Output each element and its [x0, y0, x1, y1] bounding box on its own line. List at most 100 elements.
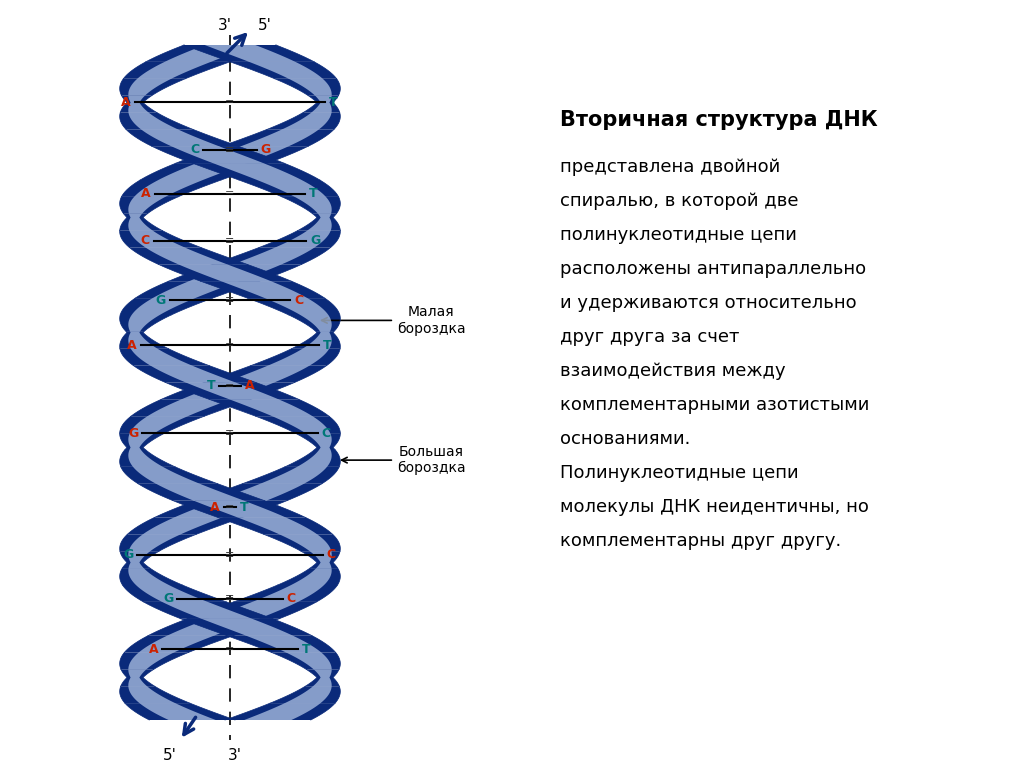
- Polygon shape: [295, 433, 340, 450]
- Polygon shape: [120, 349, 209, 366]
- Text: расположены антипараллельно: расположены антипараллельно: [560, 260, 866, 278]
- Polygon shape: [196, 484, 322, 501]
- Polygon shape: [249, 62, 323, 79]
- Polygon shape: [303, 96, 340, 113]
- Polygon shape: [120, 197, 178, 214]
- Polygon shape: [128, 79, 171, 96]
- Polygon shape: [229, 400, 312, 416]
- Polygon shape: [128, 450, 163, 467]
- Polygon shape: [265, 298, 329, 315]
- Polygon shape: [131, 349, 193, 366]
- Polygon shape: [128, 332, 158, 349]
- Polygon shape: [201, 281, 325, 298]
- Text: взаимодействия между: взаимодействия между: [560, 362, 785, 380]
- Polygon shape: [267, 113, 340, 130]
- Polygon shape: [155, 501, 287, 518]
- Polygon shape: [129, 231, 184, 248]
- Text: 5': 5': [163, 748, 177, 763]
- Polygon shape: [148, 619, 280, 636]
- Text: Малая
бороздка: Малая бороздка: [322, 305, 466, 335]
- Polygon shape: [243, 467, 339, 484]
- Polygon shape: [162, 602, 252, 619]
- Text: G: G: [310, 234, 321, 247]
- Polygon shape: [310, 551, 332, 568]
- Polygon shape: [132, 298, 196, 315]
- Polygon shape: [120, 416, 204, 433]
- Polygon shape: [230, 62, 337, 79]
- Polygon shape: [246, 636, 322, 653]
- Text: Большая
бороздка: Большая бороздка: [342, 445, 466, 476]
- Polygon shape: [147, 400, 230, 416]
- Polygon shape: [142, 518, 222, 535]
- Polygon shape: [239, 180, 339, 197]
- Polygon shape: [181, 383, 274, 400]
- Polygon shape: [204, 366, 327, 383]
- Polygon shape: [120, 332, 169, 349]
- Text: A: A: [148, 643, 158, 656]
- Polygon shape: [301, 551, 340, 568]
- Polygon shape: [289, 79, 332, 96]
- Polygon shape: [226, 636, 336, 653]
- Polygon shape: [129, 535, 180, 551]
- Text: G: G: [163, 592, 173, 605]
- Polygon shape: [174, 501, 266, 518]
- Text: ≡: ≡: [225, 594, 234, 604]
- Polygon shape: [127, 518, 242, 535]
- Polygon shape: [305, 670, 339, 686]
- Polygon shape: [128, 96, 148, 113]
- Polygon shape: [283, 113, 332, 130]
- Polygon shape: [168, 265, 302, 281]
- Text: G: G: [260, 143, 270, 156]
- Polygon shape: [120, 298, 213, 315]
- Polygon shape: [264, 535, 340, 551]
- Text: =: =: [225, 502, 234, 512]
- Polygon shape: [136, 585, 208, 602]
- Text: C: C: [140, 234, 150, 247]
- Text: друг друга за счет: друг друга за счет: [560, 328, 739, 346]
- Polygon shape: [224, 366, 309, 383]
- Polygon shape: [205, 45, 295, 62]
- Polygon shape: [130, 416, 187, 433]
- Polygon shape: [128, 433, 155, 450]
- Text: ≡: ≡: [225, 145, 234, 155]
- Polygon shape: [133, 366, 256, 383]
- Polygon shape: [272, 416, 330, 433]
- Polygon shape: [300, 315, 332, 332]
- Polygon shape: [248, 298, 340, 315]
- Polygon shape: [289, 315, 340, 332]
- Polygon shape: [305, 433, 332, 450]
- Text: A: A: [141, 187, 151, 200]
- Polygon shape: [271, 653, 340, 670]
- Polygon shape: [252, 585, 324, 602]
- Polygon shape: [159, 265, 292, 281]
- Polygon shape: [138, 484, 264, 501]
- Text: ≡: ≡: [225, 550, 234, 560]
- Polygon shape: [120, 79, 185, 96]
- Polygon shape: [145, 248, 227, 265]
- Text: T: T: [241, 501, 249, 514]
- Polygon shape: [120, 568, 182, 585]
- Polygon shape: [241, 130, 318, 146]
- Text: A: A: [127, 339, 137, 352]
- Polygon shape: [129, 248, 247, 265]
- Polygon shape: [128, 113, 178, 130]
- Text: T: T: [207, 380, 215, 393]
- Polygon shape: [120, 450, 175, 467]
- Polygon shape: [124, 636, 233, 653]
- Polygon shape: [128, 686, 175, 703]
- Polygon shape: [302, 332, 332, 349]
- Text: T: T: [324, 339, 332, 352]
- Text: ≡: ≡: [225, 295, 234, 305]
- Polygon shape: [286, 653, 332, 670]
- Polygon shape: [153, 281, 239, 298]
- Text: =: =: [225, 644, 234, 654]
- Polygon shape: [126, 130, 239, 146]
- Polygon shape: [259, 231, 340, 248]
- Polygon shape: [128, 653, 174, 670]
- Polygon shape: [120, 214, 163, 231]
- Polygon shape: [213, 248, 331, 265]
- Polygon shape: [152, 146, 284, 163]
- Polygon shape: [233, 585, 338, 602]
- Polygon shape: [156, 484, 244, 501]
- Text: T: T: [309, 187, 317, 200]
